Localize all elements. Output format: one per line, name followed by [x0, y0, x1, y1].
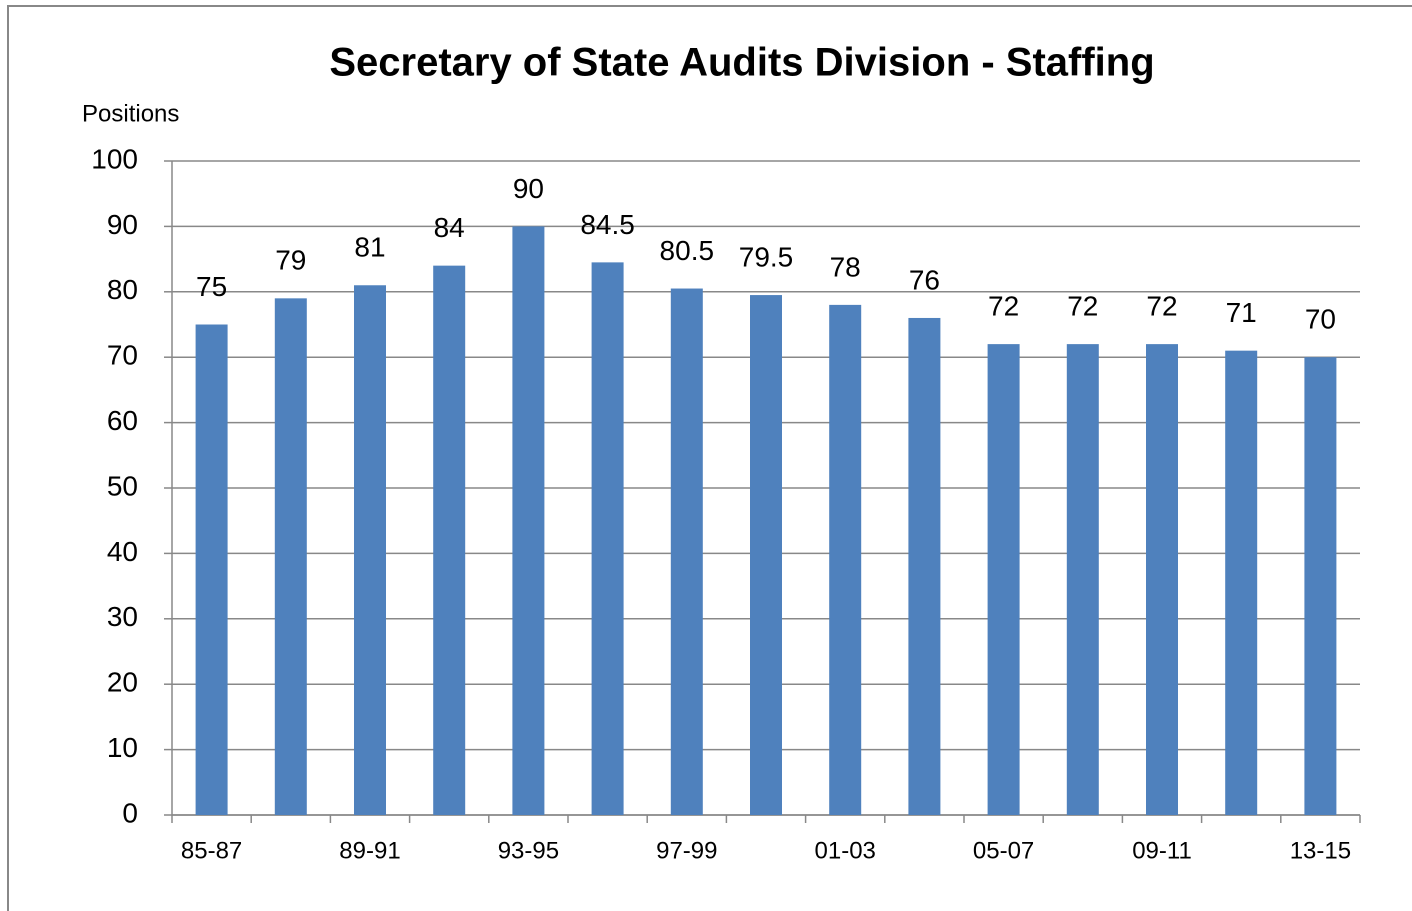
bar [1066, 344, 1099, 815]
x-tick-label: 01-03 [815, 837, 876, 864]
data-label: 79.5 [739, 241, 794, 272]
x-tick-label: 93-95 [498, 837, 559, 864]
y-tick-label: 60 [107, 405, 138, 436]
x-tick-label: 13-15 [1290, 837, 1351, 864]
x-tick-label: 97-99 [656, 837, 717, 864]
y-tick-label: 10 [107, 732, 138, 763]
data-label: 78 [830, 251, 861, 282]
data-label: 75 [196, 271, 227, 302]
bar [829, 304, 862, 815]
bar [750, 295, 782, 815]
data-label: 84 [434, 212, 465, 243]
y-axis-label: Positions [82, 100, 179, 127]
bar [354, 285, 386, 815]
bar [987, 344, 1020, 815]
y-tick-label: 80 [107, 274, 138, 305]
y-tick-label: 50 [107, 470, 138, 501]
data-label: 70 [1305, 304, 1336, 335]
chart-frame [7, 5, 1412, 911]
x-tick-label: 85-87 [181, 837, 242, 864]
y-tick-label: 70 [107, 340, 138, 371]
chart-title: Secretary of State Audits Division - Sta… [329, 41, 1154, 85]
data-label: 90 [513, 173, 544, 204]
y-tick-label: 40 [107, 536, 138, 567]
y-tick-label: 30 [107, 601, 138, 632]
bar [670, 288, 703, 815]
y-tick-label: 0 [122, 797, 138, 828]
data-label: 80.5 [660, 235, 715, 266]
x-tick-label: 09-11 [1132, 837, 1192, 864]
data-label: 72 [988, 291, 1019, 322]
data-label: 84.5 [580, 209, 635, 240]
x-tick-label: 89-91 [339, 837, 400, 864]
data-label: 71 [1226, 297, 1257, 328]
data-label: 81 [354, 232, 385, 263]
bar [908, 317, 941, 815]
bar [274, 298, 307, 816]
y-tick-label: 90 [107, 209, 138, 240]
bar [512, 226, 545, 815]
bar [1225, 350, 1258, 815]
data-label: 72 [1146, 291, 1177, 322]
bar [1146, 344, 1178, 815]
x-tick-label: 05-07 [973, 837, 1034, 864]
data-label: 79 [275, 245, 306, 276]
bar [591, 262, 624, 815]
bar [195, 324, 228, 815]
y-tick-label: 100 [91, 143, 138, 174]
data-label: 76 [909, 264, 940, 295]
bar [433, 265, 466, 815]
data-label: 72 [1067, 291, 1098, 322]
y-tick-label: 20 [107, 667, 138, 698]
bar [1304, 357, 1337, 815]
